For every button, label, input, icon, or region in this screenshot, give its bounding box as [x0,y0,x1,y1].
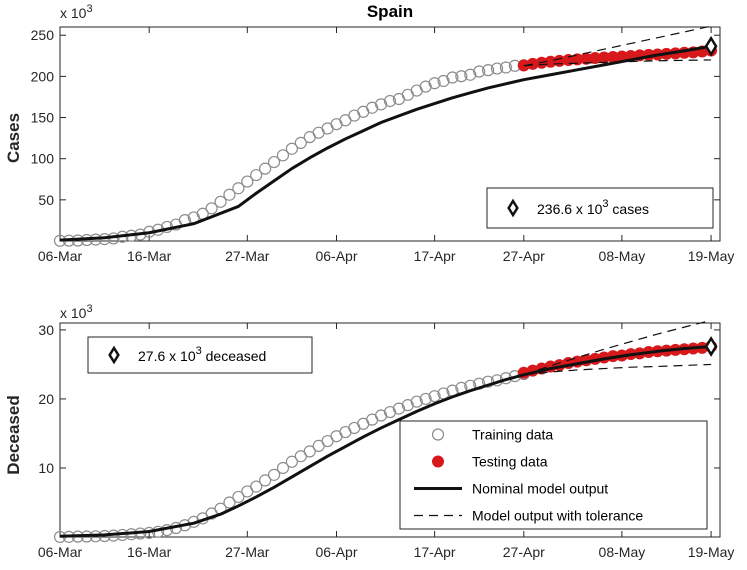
cases-training-point [419,80,432,93]
deceased-training-point [428,390,441,403]
cases-training-point [232,182,245,195]
cases-training-point [294,136,307,149]
cases-tolerance-upper-line [523,25,712,67]
deceased-training-point [419,392,432,406]
deceased-training-point [267,468,281,481]
deceased-panel: x 103 Deceased 10 20 30 06-Mar 16-Mar 27-Mar 0… [4,303,734,560]
cases-annotation-box [486,187,714,229]
cases-training-point [499,61,513,74]
legend-entry-label: Testing data [472,454,548,470]
cases-training-point [241,175,254,188]
deceased-training-point [392,402,406,415]
legend-entry-label: Model output with tolerance [472,508,643,524]
legend-symbol-testing [432,455,444,468]
deceased-x-tick-label: 27-Mar [225,544,270,560]
cases-y-tick-label: 200 [31,68,55,84]
deceased-x-tick-label: 16-Mar [127,544,172,560]
deceased-training-point [482,375,495,388]
deceased-annotation-text: 27.6 x 103 deceased [138,345,266,364]
cases-x-tick-label: 17-Apr [414,248,456,264]
deceased-training-point [276,461,290,475]
deceased-x-tick-label: 19-May [688,544,735,560]
cases-x-tick-label: 06-Apr [315,248,357,264]
deceased-training-point [285,455,298,468]
cases-training-point [250,168,263,182]
deceased-y-tick-label: 10 [38,460,54,476]
cases-training-point [473,65,486,78]
cases-training-point [223,188,236,201]
cases-nominal-model-line [59,44,712,242]
deceased-training-point [303,445,316,458]
deceased-training-point [383,405,397,419]
cases-training-point [267,155,281,169]
deceased-x-tick-label: 27-Apr [503,544,545,560]
cases-x-tick-label: 16-Mar [127,248,172,264]
cases-training-point [285,142,298,155]
cases-panel: Spain x 103 Cases 50 100 150 200 250 06-Mar 16… [4,2,734,264]
deceased-nominal-model-line [59,344,712,538]
deceased-tolerance-upper-line [523,319,712,376]
cases-training-point [214,195,227,208]
deceased-y-axis-label: Deceased [4,395,23,474]
chart-title: Spain [367,2,413,21]
cases-annotation-text: 236.6 x 103 cases [537,198,649,217]
deceased-y-tick-label: 30 [38,322,54,338]
deceased-tolerance-lower-line [523,363,712,376]
cases-y-tick-label: 50 [38,192,54,208]
deceased-endpoint-diamond-marker [704,336,718,357]
cases-annotation-diamond-icon [507,198,519,218]
cases-axes-box [59,26,721,242]
cases-exponent-label: x 103 [60,3,93,21]
deceased-training-point [410,395,423,408]
cases-training-point [374,98,388,111]
cases-training-point [383,94,397,108]
cases-training-point [464,68,477,81]
cases-y-tick-label: 100 [31,151,55,167]
legend-entry-label: Nominal model output [472,481,608,497]
legend-entry-label: Training data [472,427,553,443]
cases-x-tick-label: 19-May [688,248,735,264]
cases-y-axis-label: Cases [4,113,23,163]
deceased-training-point [232,490,245,504]
deceased-x-tick-label: 17-Apr [414,544,456,560]
legend-symbol-training [431,428,445,441]
cases-training-point [437,74,450,88]
cases-x-tick-label: 08-May [599,248,646,264]
deceased-training-point [259,474,272,487]
cases-x-tick-label: 27-Apr [503,248,545,264]
deceased-x-tick-label: 08-May [599,544,646,560]
cases-training-point [259,162,272,175]
deceased-annotation-diamond-icon [108,345,120,365]
cases-training-point [490,62,504,75]
deceased-training-point [374,409,388,422]
deceased-training-point [223,496,236,509]
cases-training-point [446,71,459,84]
cases-training-point [455,70,468,83]
cases-y-tick-label: 250 [31,27,55,43]
cases-training-point [482,64,495,77]
cases-endpoint-diamond-marker [704,35,718,57]
deceased-annotation-box [87,336,313,374]
deceased-y-tick-label: 20 [38,391,54,407]
deceased-training-point [250,480,263,493]
legend-box [399,420,708,530]
deceased-x-tick-label: 06-Mar [38,544,83,560]
cases-x-tick-label: 27-Mar [225,248,270,264]
cases-training-point [276,149,290,162]
deceased-x-tick-label: 06-Apr [315,544,357,560]
cases-y-tick-label: 150 [31,110,55,126]
cases-training-point [205,202,218,215]
deceased-training-point [401,399,414,412]
cases-x-tick-label: 06-Mar [38,248,83,264]
deceased-axes-box [59,322,721,538]
deceased-exponent-label: x 103 [60,303,93,321]
cases-training-point [366,101,379,114]
cases-training-point [428,77,441,90]
